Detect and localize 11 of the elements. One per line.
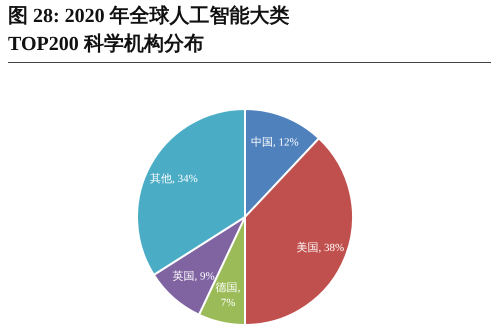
slice-label: 德国, 7% [216, 282, 241, 309]
chart-title: 图 28: 2020 年全球人工智能大类 TOP200 科学机构分布 [8, 4, 291, 57]
slice-label: 英国 [172, 269, 194, 282]
slice-label: 其他 [150, 172, 172, 185]
pie-slice [244, 137, 354, 326]
data-label: , 38% [318, 242, 344, 254]
data-label: , 12% [272, 136, 299, 149]
data-label: , 34% [172, 172, 198, 185]
data-label: , 9% [194, 270, 215, 282]
slice-label: 中国 [250, 136, 273, 149]
slice-label: 美国 [296, 240, 318, 254]
